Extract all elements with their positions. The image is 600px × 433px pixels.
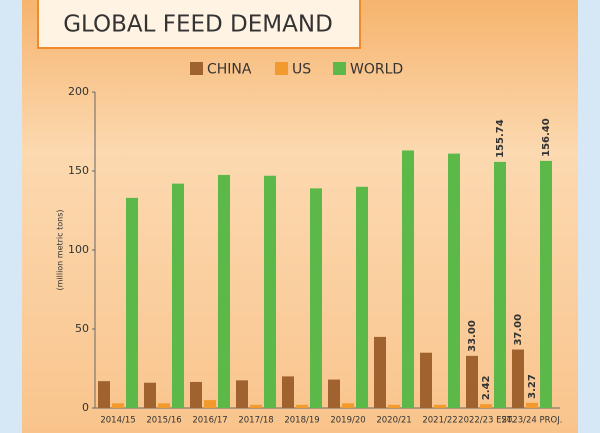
bar	[494, 161, 506, 408]
x-tick-label: 2014/15	[100, 416, 135, 426]
bar	[172, 183, 184, 408]
data-label: 33.00	[467, 320, 478, 352]
bar	[296, 404, 308, 408]
bar	[434, 404, 446, 408]
chart-title: GLOBAL FEED DEMAND	[63, 12, 333, 38]
y-tick-label: 0	[82, 401, 89, 414]
bar	[190, 381, 202, 408]
legend-label: WORLD	[350, 62, 403, 78]
bar	[540, 160, 552, 408]
bar	[144, 382, 156, 408]
x-tick-label: 2022/23 EST.	[458, 416, 514, 426]
y-tick-label: 150	[68, 164, 89, 177]
bar	[98, 381, 110, 408]
bar	[356, 186, 368, 408]
data-label: 156.40	[541, 118, 552, 157]
data-label: 155.74	[495, 119, 506, 158]
x-tick-label: 2016/17	[192, 416, 227, 426]
bar	[158, 403, 170, 408]
bar	[420, 352, 432, 408]
bar	[448, 153, 460, 408]
panel	[22, 0, 578, 433]
bar	[250, 404, 262, 408]
bar	[374, 336, 386, 408]
x-tick-label: 2023/24 PROJ.	[502, 416, 563, 426]
bar	[512, 349, 524, 408]
bar	[466, 355, 478, 408]
y-tick-label: 200	[68, 85, 89, 98]
legend-swatch	[275, 62, 288, 75]
legend-swatch	[190, 62, 203, 75]
x-tick-label: 2015/16	[146, 416, 181, 426]
bar	[342, 403, 354, 408]
legend-swatch	[333, 62, 346, 75]
legend-label: CHINA	[207, 62, 252, 78]
bar	[328, 379, 340, 408]
y-tick-label: 50	[75, 322, 89, 335]
bar	[126, 197, 138, 408]
x-tick-label: 2020/21	[376, 416, 411, 426]
bar	[112, 403, 124, 408]
y-axis-label: (million metric tons)	[56, 209, 65, 290]
legend-label: US	[292, 62, 311, 78]
bar	[310, 188, 322, 408]
bar	[236, 380, 248, 408]
bar	[402, 150, 414, 408]
bar	[480, 404, 492, 408]
bar	[388, 404, 400, 408]
x-tick-label: 2017/18	[238, 416, 273, 426]
bar	[282, 376, 294, 408]
y-tick-label: 100	[68, 243, 89, 256]
data-label: 2.42	[481, 375, 492, 400]
data-label: 3.27	[527, 374, 538, 399]
bar	[218, 174, 230, 408]
x-tick-label: 2018/19	[284, 416, 319, 426]
title-box	[37, 0, 361, 49]
data-label: 37.00	[513, 314, 524, 346]
x-tick-label: 2019/20	[330, 416, 365, 426]
bar	[526, 402, 538, 408]
bar	[264, 175, 276, 408]
bar	[204, 400, 216, 408]
x-tick-label: 2021/22	[422, 416, 457, 426]
